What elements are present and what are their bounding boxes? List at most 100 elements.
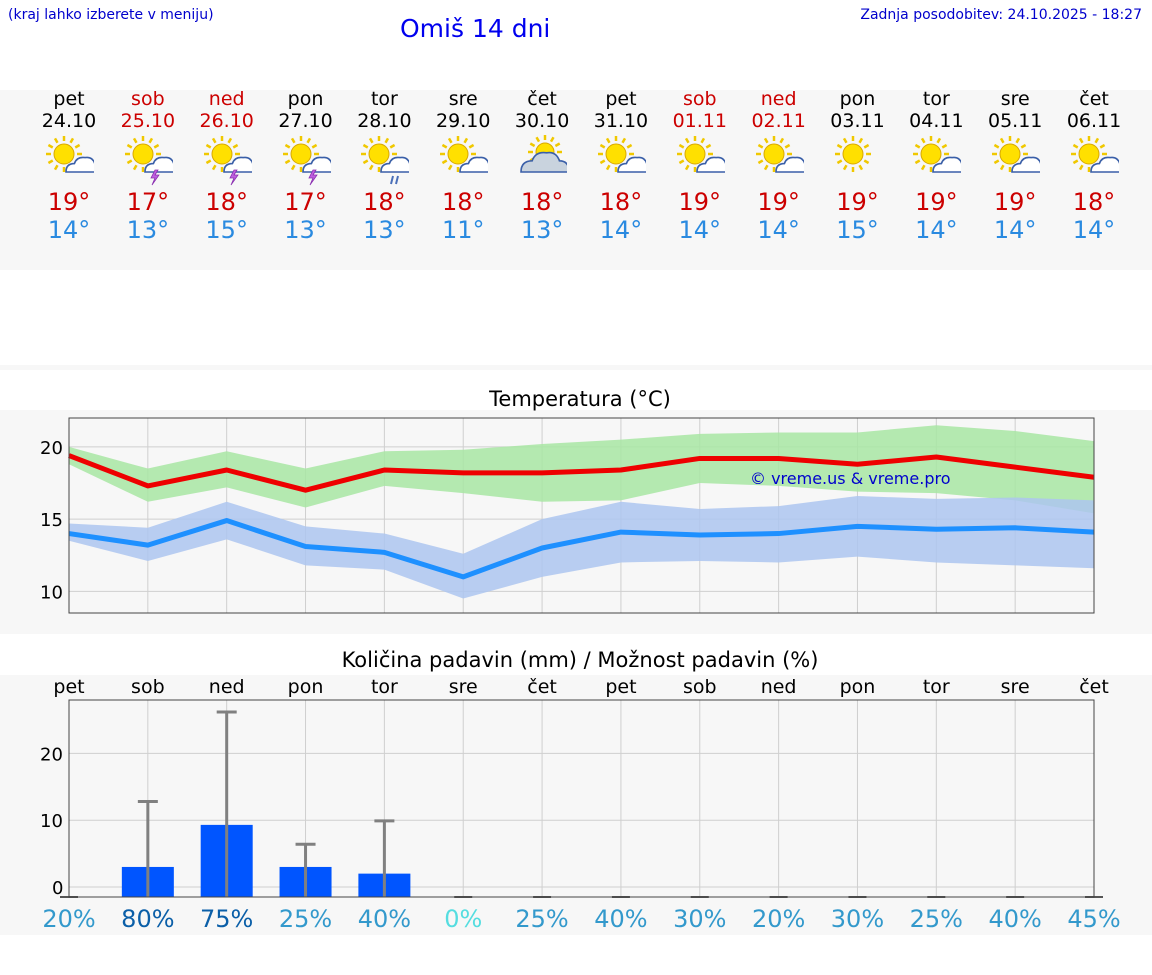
max-temperature: 18° bbox=[599, 188, 643, 216]
day-date: 26.10 bbox=[199, 110, 254, 132]
precip-probability-label: 75% bbox=[200, 905, 253, 933]
day-date: 29.10 bbox=[436, 110, 491, 132]
sun-icon bbox=[833, 134, 883, 182]
max-temperature: 17° bbox=[284, 188, 327, 216]
day-column: pet 24.10 19° 14° bbox=[29, 88, 109, 244]
min-temperature: 13° bbox=[126, 216, 170, 244]
day-column: tor 28.10 18° 13° bbox=[344, 88, 424, 244]
day-date: 28.10 bbox=[357, 110, 412, 132]
day-date: 30.10 bbox=[514, 110, 570, 132]
max-temperature: 19° bbox=[993, 188, 1037, 216]
min-temperature: 14° bbox=[915, 216, 958, 244]
temperature-chart-title: Temperatura (°C) bbox=[489, 387, 671, 411]
precip-probability-label: 20% bbox=[752, 905, 805, 933]
x-tick-label: sob bbox=[683, 676, 717, 698]
x-tick-label: ned bbox=[209, 676, 245, 698]
min-temperature: 14° bbox=[1072, 216, 1116, 244]
min-temperature: 13° bbox=[284, 216, 327, 244]
day-weekday: ned bbox=[208, 88, 245, 110]
max-temperature: 19° bbox=[915, 188, 958, 216]
max-temperature: 19° bbox=[836, 188, 879, 216]
day-column: sre 05.11 19° 14° bbox=[975, 88, 1055, 244]
y-tick-label: 10 bbox=[40, 582, 63, 603]
min-temperature: 14° bbox=[678, 216, 722, 244]
min-temperature: 14° bbox=[47, 216, 91, 244]
day-weekday: ned bbox=[760, 88, 797, 110]
sun-cloud-icon bbox=[44, 134, 103, 182]
min-temperature: 11° bbox=[441, 216, 485, 244]
min-temperature: 14° bbox=[993, 216, 1037, 244]
x-tick-label: čet bbox=[527, 676, 557, 698]
sun-cloud-icon bbox=[438, 134, 498, 182]
sun-cloud-lightning-icon bbox=[281, 134, 340, 186]
day-weekday: sob bbox=[683, 88, 717, 110]
precip-probability-label: 30% bbox=[673, 905, 726, 933]
day-weekday: sre bbox=[448, 88, 478, 110]
precipitation-chart-title: Količina padavin (mm) / Možnost padavin … bbox=[341, 648, 819, 672]
day-column: ned 26.10 18° 15° bbox=[187, 88, 267, 244]
sun-cloud-icon bbox=[1069, 134, 1128, 182]
plot-frame bbox=[68, 417, 1095, 614]
x-tick-label: pet bbox=[605, 676, 636, 698]
min-temperature: 15° bbox=[205, 216, 248, 244]
min-temperature: 13° bbox=[363, 216, 406, 244]
day-column: tor 04.11 19° 14° bbox=[896, 88, 976, 244]
day-weekday: pon bbox=[287, 88, 324, 110]
day-weekday: pet bbox=[53, 88, 85, 110]
precip-probability-label: 40% bbox=[988, 905, 1041, 933]
day-weekday: sre bbox=[1000, 88, 1030, 110]
min-temperature: 15° bbox=[836, 216, 879, 244]
day-column: čet 30.10 18° 13° bbox=[502, 88, 582, 244]
sun-cloud-icon bbox=[675, 134, 734, 182]
day-column: pon 27.10 17° 13° bbox=[266, 88, 346, 244]
y-tick-label: 15 bbox=[40, 510, 63, 531]
x-tick-label: ned bbox=[761, 676, 797, 698]
max-temperature: 18° bbox=[1072, 188, 1116, 216]
max-temperature: 18° bbox=[441, 188, 485, 216]
day-date: 01.11 bbox=[672, 110, 727, 132]
max-temperature: 18° bbox=[363, 188, 406, 216]
precip-probability-label: 25% bbox=[279, 905, 332, 933]
max-temperature: 17° bbox=[126, 188, 170, 216]
day-weekday: čet bbox=[1079, 88, 1109, 110]
day-weekday: tor bbox=[370, 88, 398, 110]
day-date: 27.10 bbox=[278, 110, 333, 132]
precip-probability-label: 25% bbox=[515, 905, 568, 933]
day-column: sre 29.10 18° 11° bbox=[423, 88, 503, 244]
sun-cloud-icon bbox=[990, 134, 1049, 182]
day-column: čet 06.11 18° 14° bbox=[1054, 88, 1134, 244]
y-tick-label: 20 bbox=[40, 438, 63, 459]
day-date: 25.10 bbox=[120, 110, 176, 132]
sun-cloud-lightning-icon bbox=[123, 134, 182, 186]
day-column: pet 31.10 18° 14° bbox=[581, 88, 661, 244]
precip-probability-label: 40% bbox=[594, 905, 647, 933]
max-temperature: 19° bbox=[47, 188, 91, 216]
x-tick-label: sob bbox=[131, 676, 165, 698]
sun-cloud-icon bbox=[911, 134, 971, 182]
precip-probability-label: 0% bbox=[444, 905, 482, 933]
sun-cloud-icon bbox=[754, 134, 813, 182]
day-weekday: čet bbox=[527, 88, 557, 110]
precip-probability-label: 30% bbox=[831, 905, 884, 933]
last-updated: Zadnja posodobitev: 24.10.2025 - 18:27 bbox=[860, 7, 1142, 23]
precip-probability-label: 80% bbox=[121, 905, 174, 933]
max-temperature: 18° bbox=[520, 188, 564, 216]
cloud-sun-icon bbox=[517, 134, 570, 182]
day-date: 06.11 bbox=[1066, 110, 1122, 132]
max-temperature: 18° bbox=[205, 188, 248, 216]
day-column: ned 02.11 19° 14° bbox=[739, 88, 819, 244]
daily-forecast-strip bbox=[0, 90, 1152, 270]
min-temperature: 14° bbox=[599, 216, 643, 244]
day-date: 02.11 bbox=[751, 110, 806, 132]
max-temp-line bbox=[68, 453, 1095, 493]
max-temperature: 19° bbox=[678, 188, 722, 216]
y-tick-label: 20 bbox=[40, 744, 63, 765]
day-weekday: pet bbox=[605, 88, 637, 110]
x-tick-label: sre bbox=[1001, 676, 1030, 698]
plot-frame bbox=[68, 699, 1095, 898]
day-date: 03.11 bbox=[830, 110, 885, 132]
min-temperature: 14° bbox=[757, 216, 800, 244]
day-column: sob 01.11 19° 14° bbox=[660, 88, 740, 244]
location-hint: (kraj lahko izberete v meniju) bbox=[8, 7, 214, 23]
